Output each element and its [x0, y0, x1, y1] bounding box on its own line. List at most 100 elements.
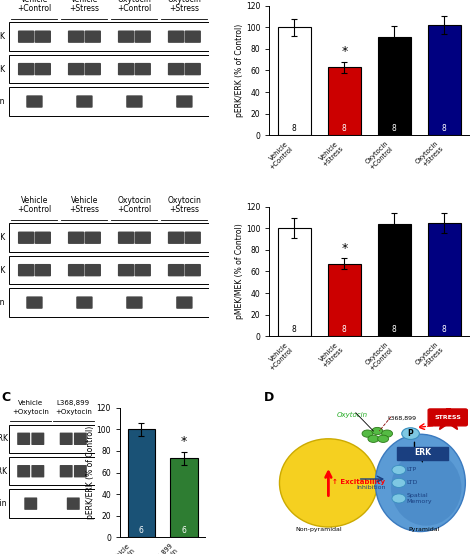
FancyBboxPatch shape [68, 30, 84, 43]
Bar [328, 264, 361, 336]
Text: 8: 8 [392, 325, 397, 334]
FancyBboxPatch shape [74, 433, 87, 445]
FancyBboxPatch shape [126, 296, 143, 309]
Text: Vehicle: Vehicle [71, 0, 98, 4]
FancyBboxPatch shape [135, 30, 151, 43]
FancyBboxPatch shape [168, 264, 184, 276]
Bar [9, 256, 210, 284]
FancyBboxPatch shape [67, 497, 80, 510]
Bar [9, 223, 210, 252]
Text: +Oxytocin: +Oxytocin [12, 409, 49, 416]
Text: Spatial
Memory: Spatial Memory [407, 493, 432, 504]
Text: Vehicle: Vehicle [21, 0, 48, 4]
FancyBboxPatch shape [84, 63, 101, 75]
Circle shape [382, 430, 392, 437]
Text: Actin: Actin [0, 97, 6, 106]
FancyBboxPatch shape [35, 30, 51, 43]
Text: L368,899: L368,899 [387, 416, 416, 420]
Text: pERK: pERK [0, 32, 6, 41]
Text: +Control: +Control [18, 4, 52, 13]
Bar [378, 224, 410, 336]
FancyBboxPatch shape [60, 433, 73, 445]
FancyBboxPatch shape [118, 264, 134, 276]
Circle shape [362, 430, 373, 437]
Text: ERK: ERK [0, 466, 8, 476]
Y-axis label: pERK/ERK (% of Control): pERK/ERK (% of Control) [236, 24, 245, 117]
Text: ↑ Excitability: ↑ Excitability [332, 479, 385, 485]
Bar [9, 424, 94, 453]
Circle shape [392, 494, 406, 503]
Circle shape [402, 428, 419, 439]
Bar [278, 27, 310, 135]
Circle shape [392, 465, 406, 474]
Bar [328, 67, 361, 135]
Text: +Stress: +Stress [70, 206, 100, 214]
Text: Vehicle: Vehicle [71, 196, 98, 206]
Circle shape [368, 435, 379, 443]
FancyBboxPatch shape [168, 30, 184, 43]
Text: 8: 8 [442, 325, 447, 334]
FancyBboxPatch shape [31, 465, 44, 478]
Bar [9, 22, 210, 51]
FancyBboxPatch shape [26, 296, 43, 309]
Text: Oxytocin: Oxytocin [118, 196, 151, 206]
Text: +Control: +Control [18, 206, 52, 214]
FancyBboxPatch shape [176, 296, 192, 309]
FancyBboxPatch shape [184, 232, 201, 244]
FancyBboxPatch shape [31, 433, 44, 445]
Text: +Stress: +Stress [70, 4, 100, 13]
FancyBboxPatch shape [84, 232, 101, 244]
Text: Oxytocin: Oxytocin [337, 412, 367, 418]
Text: +Stress: +Stress [169, 4, 200, 13]
Text: Non-pyramidal: Non-pyramidal [295, 527, 342, 532]
Bar [9, 88, 210, 116]
Bar [9, 288, 210, 317]
Bar [428, 25, 461, 135]
Text: 6: 6 [182, 526, 186, 535]
FancyBboxPatch shape [135, 232, 151, 244]
FancyBboxPatch shape [60, 465, 73, 478]
Text: LTD: LTD [407, 480, 418, 485]
Bar [278, 228, 310, 336]
Circle shape [392, 478, 406, 488]
Text: C: C [1, 391, 10, 404]
FancyBboxPatch shape [35, 232, 51, 244]
Text: 8: 8 [442, 124, 447, 132]
FancyBboxPatch shape [17, 433, 30, 445]
FancyBboxPatch shape [18, 30, 34, 43]
Text: L368,899: L368,899 [57, 401, 90, 407]
FancyBboxPatch shape [168, 232, 184, 244]
FancyBboxPatch shape [184, 264, 201, 276]
Text: LTP: LTP [407, 468, 417, 473]
FancyBboxPatch shape [17, 465, 30, 478]
Y-axis label: pMEK/MEK (% of Control): pMEK/MEK (% of Control) [236, 224, 245, 319]
FancyBboxPatch shape [24, 497, 37, 510]
FancyBboxPatch shape [68, 232, 84, 244]
Bar [428, 223, 461, 336]
Text: Oxytocin: Oxytocin [118, 0, 151, 4]
FancyBboxPatch shape [135, 264, 151, 276]
FancyBboxPatch shape [76, 95, 92, 107]
Text: Vehicle: Vehicle [18, 401, 43, 407]
FancyBboxPatch shape [118, 232, 134, 244]
Bar [9, 457, 94, 485]
Text: Actin: Actin [0, 499, 8, 508]
FancyBboxPatch shape [68, 264, 84, 276]
Text: Actin: Actin [0, 298, 6, 307]
Ellipse shape [391, 450, 461, 526]
Text: pMEK: pMEK [0, 233, 6, 242]
FancyBboxPatch shape [35, 63, 51, 75]
Text: *: * [341, 45, 347, 58]
Text: MEK: MEK [0, 266, 6, 275]
FancyBboxPatch shape [176, 95, 192, 107]
Text: 8: 8 [292, 325, 297, 334]
Bar [128, 429, 155, 537]
FancyBboxPatch shape [84, 30, 101, 43]
Text: Oxytocin: Oxytocin [167, 196, 201, 206]
Bar [378, 37, 410, 135]
Circle shape [378, 435, 389, 443]
FancyBboxPatch shape [126, 95, 143, 107]
FancyBboxPatch shape [74, 465, 87, 478]
Text: STRESS: STRESS [434, 415, 461, 420]
Text: ERK: ERK [0, 65, 6, 74]
